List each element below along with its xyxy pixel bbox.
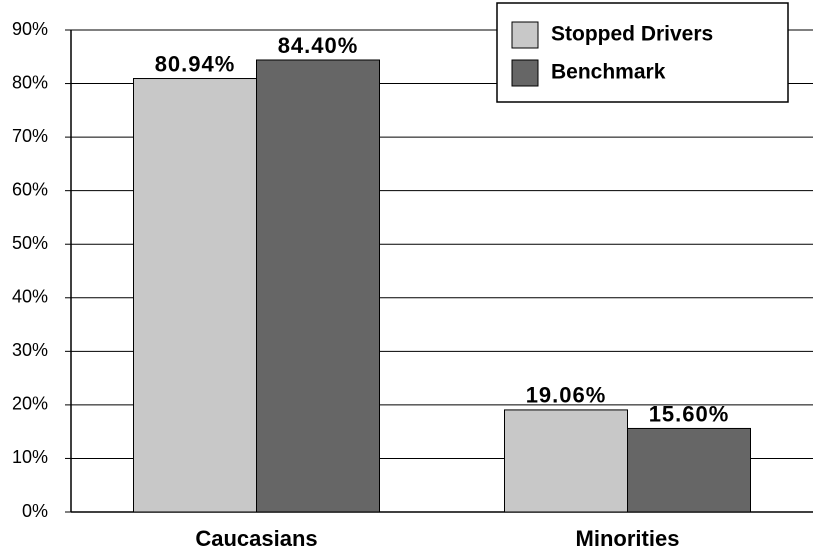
y-tick-label: 10%	[12, 447, 48, 467]
y-tick-label: 80%	[12, 72, 48, 92]
legend-box	[496, 2, 789, 103]
y-tick-label: 0%	[22, 501, 48, 521]
x-tick-label: Minorities	[576, 526, 680, 551]
y-tick-label: 90%	[12, 19, 48, 39]
y-tick-label: 50%	[12, 233, 48, 253]
legend-label: Stopped Drivers	[551, 23, 713, 46]
y-tick-label: 70%	[12, 126, 48, 146]
y-tick-label: 20%	[12, 394, 48, 414]
value-label: 15.60%	[649, 401, 730, 426]
bar	[627, 427, 751, 513]
value-label: 19.06%	[526, 383, 607, 408]
value-label: 80.94%	[155, 51, 236, 76]
legend-swatch	[511, 21, 539, 49]
legend-label: Benchmark	[551, 61, 666, 84]
y-tick-label: 40%	[12, 287, 48, 307]
bar	[504, 409, 628, 513]
y-tick-label: 30%	[12, 340, 48, 360]
x-tick-label: Caucasians	[195, 526, 317, 551]
value-label: 84.40%	[278, 33, 359, 58]
bar	[133, 78, 257, 513]
bar	[256, 59, 380, 513]
legend-swatch	[511, 59, 539, 87]
y-tick-label: 60%	[12, 179, 48, 199]
